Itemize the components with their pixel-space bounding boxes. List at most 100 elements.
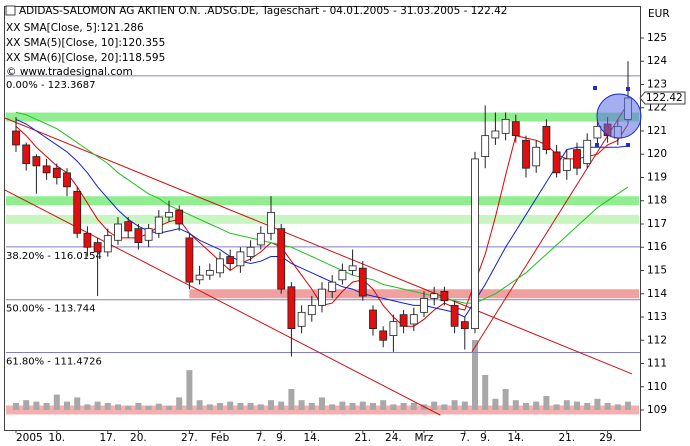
volume-bar xyxy=(584,403,591,410)
volume-bar xyxy=(308,403,315,410)
volume-bar xyxy=(461,401,468,410)
y-tick-label: 113 xyxy=(647,311,667,323)
candle-body xyxy=(154,216,163,234)
candle-body xyxy=(267,211,275,234)
candle-body xyxy=(593,125,602,139)
y-tick-label: 123 xyxy=(647,78,667,90)
volume-bar xyxy=(33,401,40,410)
candle-body xyxy=(491,130,500,139)
volume-bar xyxy=(492,398,499,410)
sma-line xyxy=(15,111,629,304)
volume-bar xyxy=(217,403,223,410)
x-tick-label: 21. xyxy=(354,432,371,444)
x-tick-label: Mrz xyxy=(415,432,434,444)
y-tick-label: 121 xyxy=(647,125,667,137)
y-tick-label: 124 xyxy=(647,55,667,67)
volume-bar xyxy=(23,400,30,410)
volume-bar xyxy=(553,404,560,410)
candle-body xyxy=(236,251,245,267)
volume-bar xyxy=(319,397,325,410)
volume-bar xyxy=(227,401,234,410)
plot-layer: 0.00% - 123.3687 38.20% - 116.0154 50.00% … xyxy=(4,32,667,444)
volume-bar xyxy=(268,400,274,410)
volume-bar xyxy=(115,404,121,410)
volume-bar xyxy=(257,404,264,410)
volume-bar xyxy=(43,403,50,410)
volume-bar xyxy=(298,400,305,410)
candle-body xyxy=(32,156,41,167)
y-tick-label: 119 xyxy=(647,171,667,183)
y-tick-label: 122 xyxy=(647,102,667,114)
candle-body xyxy=(175,209,184,225)
candle-body xyxy=(583,139,592,164)
volume-bar xyxy=(84,404,91,410)
candle-body xyxy=(256,232,265,246)
volume-bar xyxy=(543,396,550,410)
volume-bar xyxy=(13,403,19,410)
volume-bar xyxy=(594,398,601,410)
candle-body xyxy=(73,191,82,234)
candle-body xyxy=(328,281,337,292)
candle-body xyxy=(542,125,551,150)
candle-body xyxy=(297,311,306,327)
zone-band xyxy=(6,196,639,206)
candle-body xyxy=(307,304,316,316)
fib-label: 38.20% - 116.0154 xyxy=(6,251,102,262)
handle xyxy=(626,143,630,147)
candle-body xyxy=(522,139,530,169)
candle-body xyxy=(420,298,428,313)
legend-entry: XX SMA[Close, 5]:121.286 xyxy=(6,22,144,34)
x-tick-label: 14. xyxy=(303,432,320,444)
candle-body xyxy=(318,288,326,306)
volume-bar xyxy=(380,400,387,410)
candle-body xyxy=(552,151,561,174)
volume-bar xyxy=(145,405,152,410)
zone-band xyxy=(6,214,639,224)
candle-body xyxy=(409,314,418,325)
y-tick-label: 110 xyxy=(647,381,667,393)
x-tick-label: 29. xyxy=(599,432,616,444)
candle-body xyxy=(369,309,377,330)
zone-band xyxy=(6,112,639,122)
selection-circle xyxy=(596,93,642,139)
volume-bar xyxy=(625,401,631,410)
candle-body xyxy=(348,265,357,271)
x-tick-label: 21. xyxy=(558,432,575,444)
legend-entry: XX SMA(5)[Close, 10]:120.355 xyxy=(6,37,165,49)
candle-body xyxy=(573,149,581,169)
x-tick-label: 10. xyxy=(48,432,65,444)
chart-title: ADIDAS-SALOMON AG AKTIEN O.N. .ADSG.DE, … xyxy=(19,5,507,17)
volume-bar xyxy=(431,401,438,410)
volume-bar xyxy=(176,397,183,410)
price-tag-label: 122.42 xyxy=(646,92,683,104)
volume-bar xyxy=(614,404,621,410)
candle-body xyxy=(144,228,153,241)
candle-body xyxy=(358,267,367,297)
x-tick-label: 7. xyxy=(256,432,266,444)
volume-bar xyxy=(329,404,336,410)
y-tick-label: 109 xyxy=(647,404,667,416)
candle-body xyxy=(12,130,20,146)
volume-bar xyxy=(370,403,376,410)
candle-body xyxy=(511,121,520,137)
candle-body xyxy=(93,242,102,253)
x-tick-label: 24. xyxy=(385,432,402,444)
candle-body xyxy=(134,228,143,243)
zone-band xyxy=(189,289,639,299)
x-tick-label: 9. xyxy=(480,432,490,444)
candle-body xyxy=(246,246,255,257)
y-tick-label: 118 xyxy=(647,195,667,207)
currency-label: EUR xyxy=(648,8,670,20)
fib-label: 61.80% - 111.4726 xyxy=(6,357,102,368)
candle-body xyxy=(287,286,296,330)
volume-bar xyxy=(339,401,346,410)
volume-bar xyxy=(604,403,611,410)
handle xyxy=(626,87,630,91)
x-tick-label: 14. xyxy=(507,432,524,444)
volume-bar xyxy=(574,401,580,410)
volume-bar xyxy=(247,403,254,410)
volume-bar xyxy=(512,400,519,410)
candle-body xyxy=(185,237,194,283)
y-tick-label: 120 xyxy=(647,148,667,160)
